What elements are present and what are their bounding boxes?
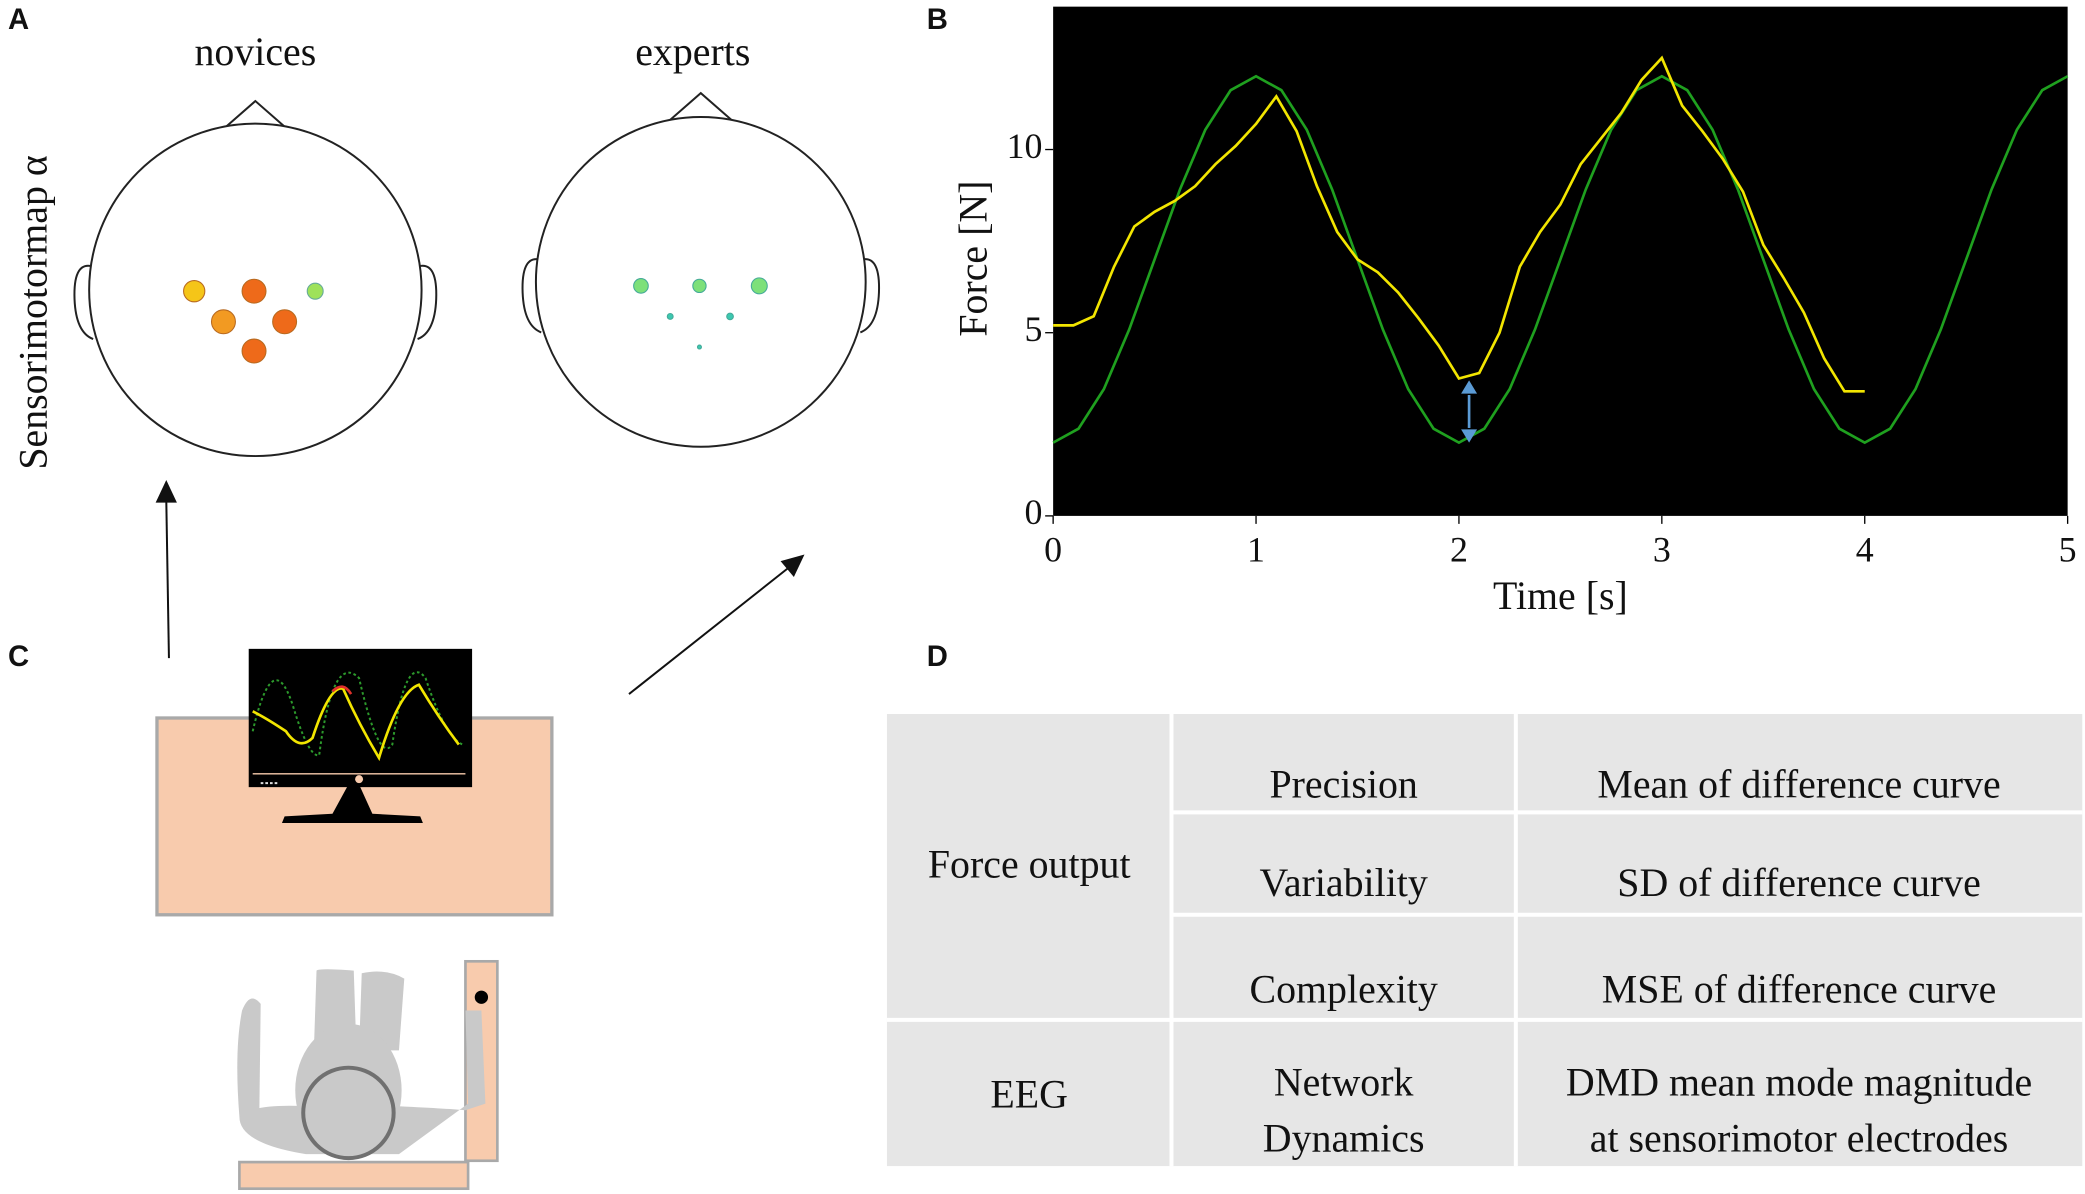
group-title: experts bbox=[635, 29, 750, 74]
electrodes-experts bbox=[633, 277, 768, 350]
panel-label: C bbox=[8, 641, 29, 673]
category-cell: EEG bbox=[990, 1071, 1068, 1116]
y-tick-label: 5 bbox=[1025, 309, 1043, 349]
group-title: novices bbox=[194, 29, 316, 74]
metric-cell: Complexity bbox=[1250, 966, 1438, 1011]
y-tick-label: 10 bbox=[1007, 126, 1043, 166]
category-cell: Force output bbox=[928, 841, 1131, 886]
metric-cell: Precision bbox=[1269, 762, 1417, 807]
x-tick-label: 5 bbox=[2059, 529, 2077, 569]
measures-table: Precision Mean of difference curve Variabi… bbox=[886, 714, 2083, 1167]
panel-label: B bbox=[927, 4, 948, 36]
x-tick-label: 1 bbox=[1247, 529, 1265, 569]
metric-cell: Variability bbox=[1259, 860, 1427, 905]
x-tick-label: 0 bbox=[1044, 529, 1062, 569]
topomap-ylabel: Sensorimotormap α bbox=[10, 155, 55, 469]
x-tick-label: 4 bbox=[1856, 529, 1874, 569]
metric-cell: Network bbox=[1274, 1059, 1414, 1104]
force-chart: 0 1 2 3 4 5 0 5 10 Time [s] Force [N] bbox=[951, 6, 2077, 618]
measure-cell: at sensorimotor electrodes bbox=[1590, 1115, 2009, 1160]
metric-cell: Dynamics bbox=[1263, 1115, 1425, 1160]
head-experts bbox=[521, 91, 880, 448]
measure-cell: DMD mean mode magnitude bbox=[1566, 1059, 2032, 1104]
x-axis-label: Time [s] bbox=[1493, 573, 1628, 618]
head-novices bbox=[73, 99, 438, 458]
x-tick-label: 3 bbox=[1653, 529, 1671, 569]
x-tick-label: 2 bbox=[1450, 529, 1468, 569]
difference-arrow-head bbox=[1461, 380, 1478, 443]
measure-cell: MSE of difference curve bbox=[1602, 966, 1997, 1011]
y-axis-label: Force [N] bbox=[951, 181, 996, 337]
measure-cell: SD of difference curve bbox=[1617, 860, 1981, 905]
y-tick-label: 0 bbox=[1025, 492, 1043, 532]
setup-illustration bbox=[155, 648, 554, 1191]
panel-label: A bbox=[8, 4, 29, 36]
electrodes-novices bbox=[183, 278, 324, 364]
table-background bbox=[886, 714, 2083, 1167]
arrows bbox=[155, 479, 805, 695]
series-line bbox=[1053, 55, 1865, 393]
panel-label: D bbox=[927, 641, 948, 673]
series-line bbox=[1052, 74, 2069, 445]
measure-cell: Mean of difference curve bbox=[1597, 762, 2000, 807]
